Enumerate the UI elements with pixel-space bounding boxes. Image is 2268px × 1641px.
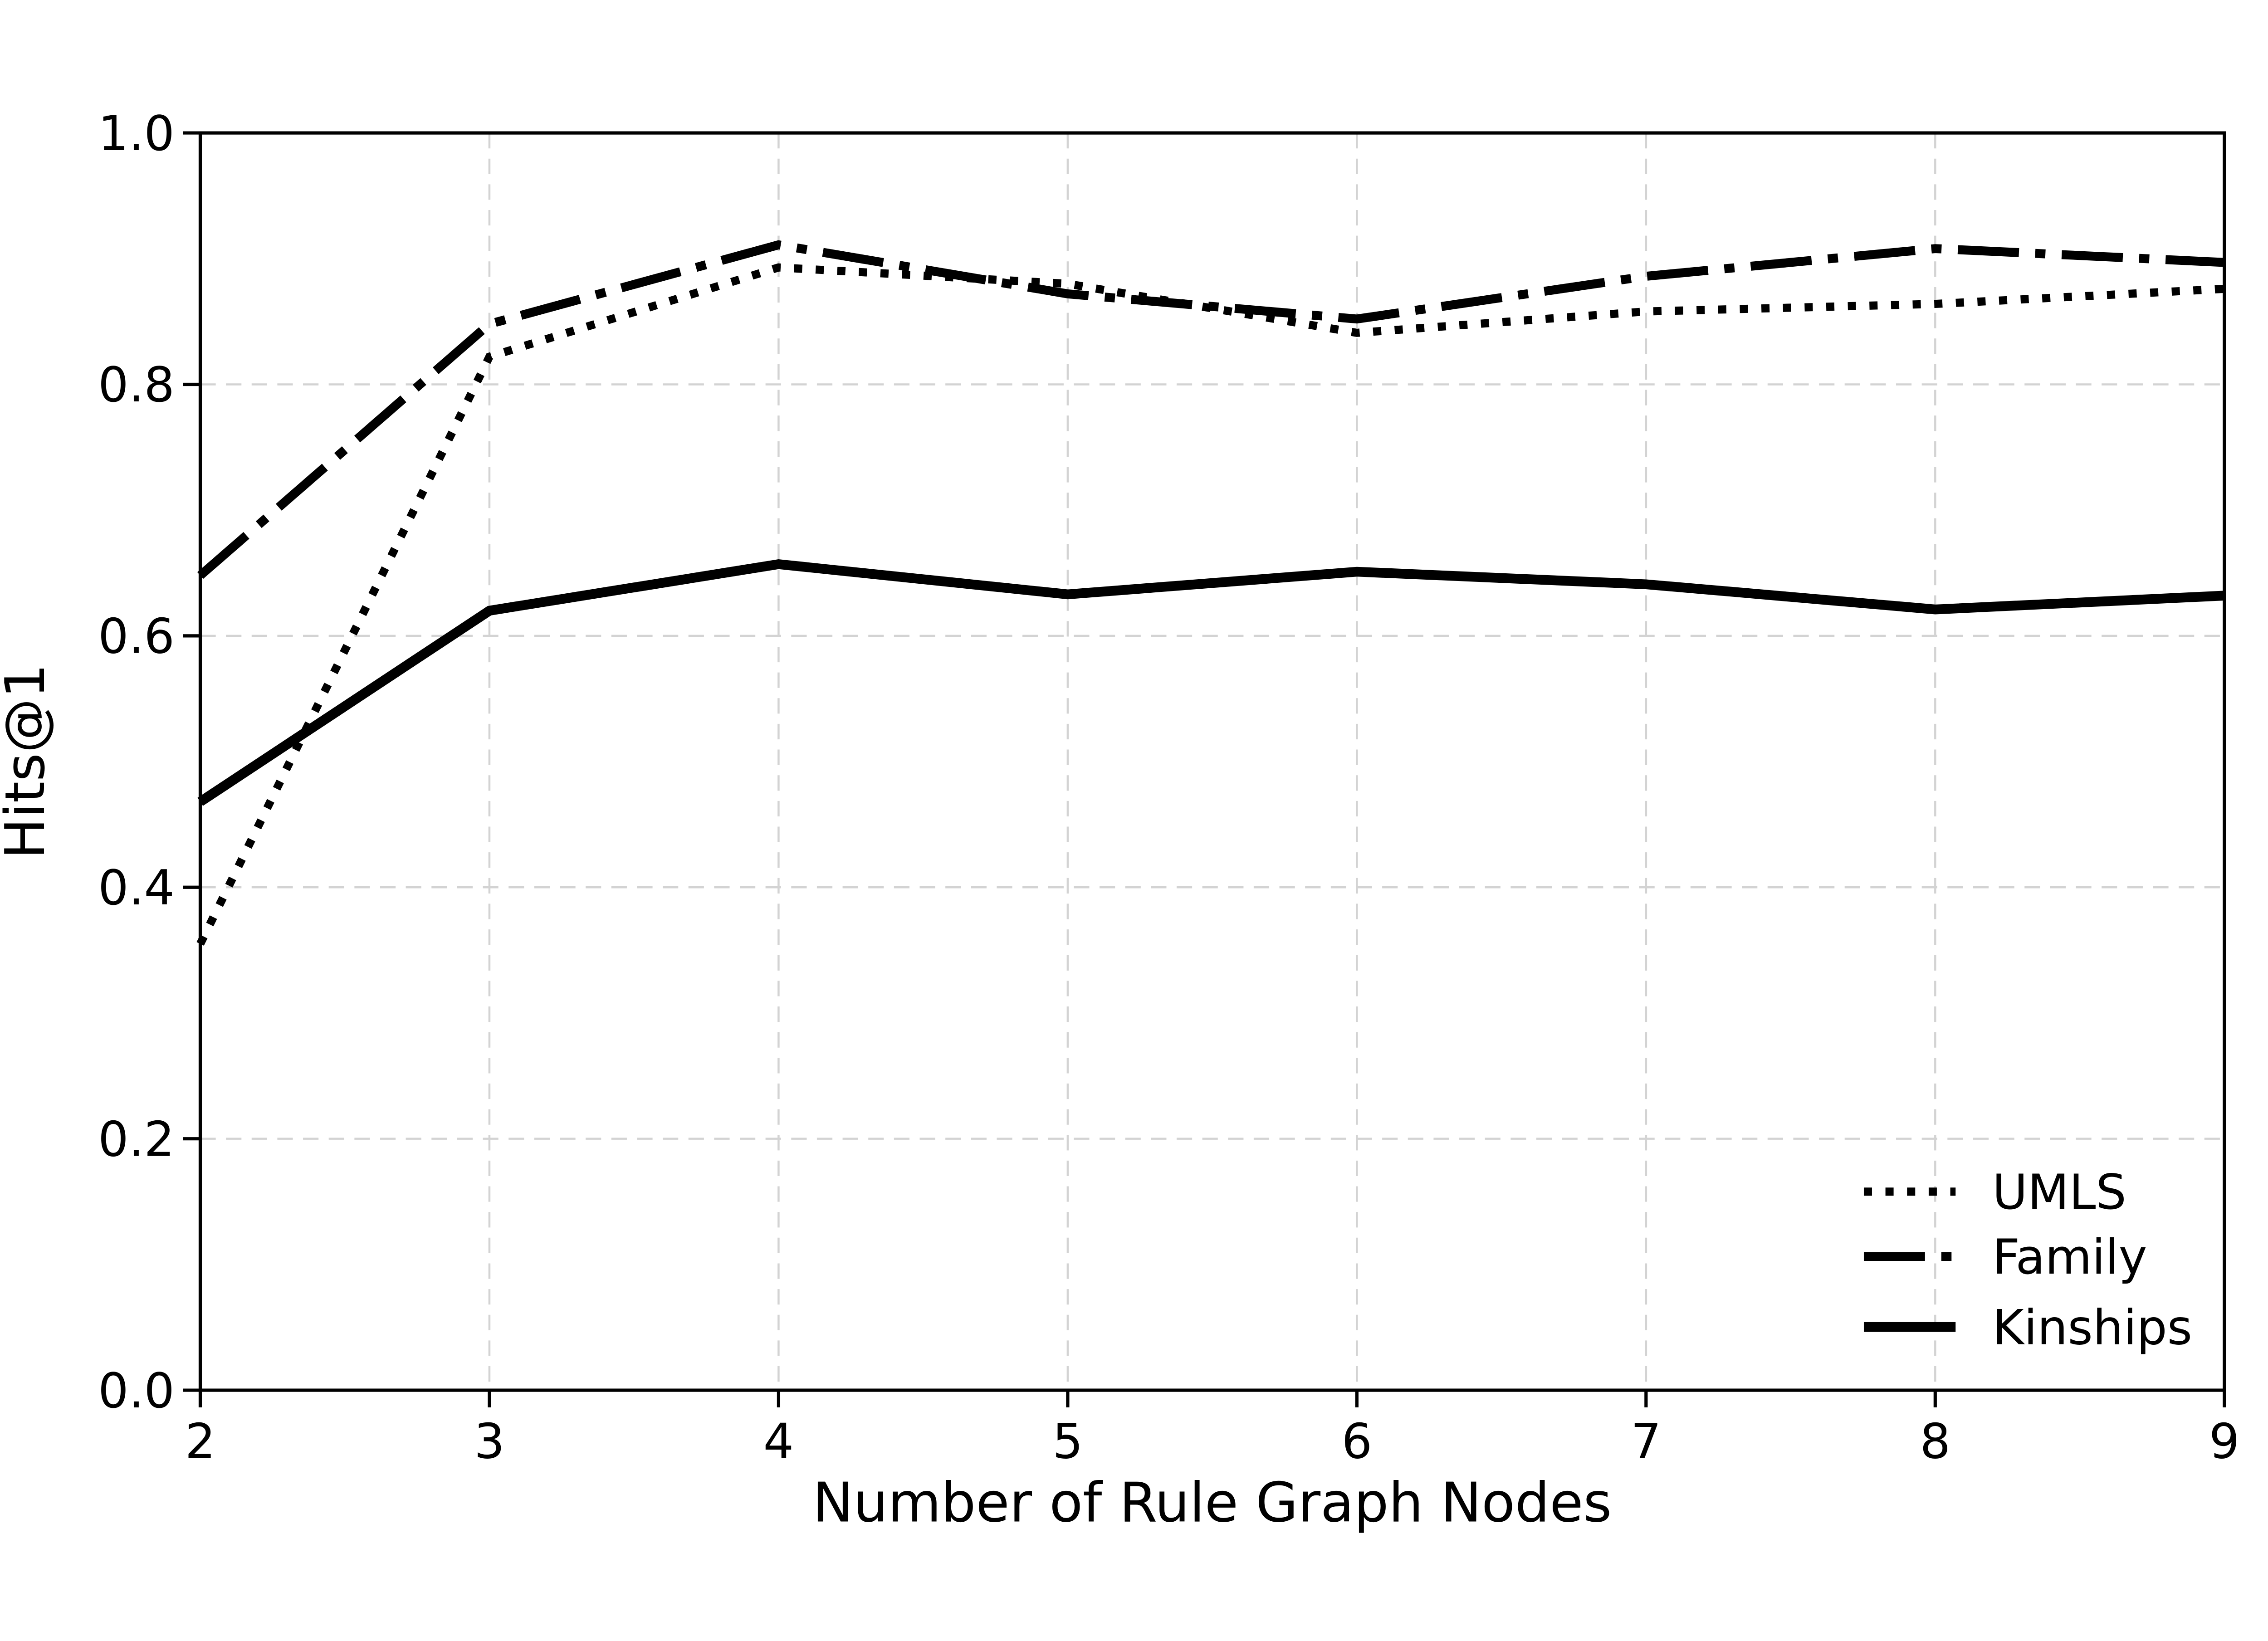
- series-lines: [196, 240, 2225, 946]
- series-line-kinships: [197, 559, 2225, 806]
- legend: UMLS Family Kinships: [1863, 1165, 2192, 1356]
- x-tick-label: 7: [1631, 1414, 1662, 1470]
- y-tick-label: 0.4: [98, 860, 175, 916]
- y-tick-label: 0.2: [98, 1112, 175, 1167]
- x-axis-label: Number of Rule Graph Nodes: [812, 1471, 1612, 1535]
- legend-label: UMLS: [1992, 1165, 2126, 1221]
- axes-spines: [198, 131, 2226, 1392]
- y-tick-labels: 0.0 0.2 0.4 0.6 0.8 1.0: [98, 106, 175, 1419]
- x-tick-label: 3: [474, 1414, 505, 1470]
- legend-label: Kinships: [1992, 1300, 2192, 1356]
- series-line-family: [197, 240, 2225, 579]
- x-tick-labels: 2 3 4 5 6 7 8 9: [185, 1414, 2240, 1470]
- x-tick-label: 4: [763, 1414, 794, 1470]
- y-tick-label: 1.0: [98, 106, 175, 162]
- tick-marks: [183, 131, 2226, 1407]
- y-tick-label: 0.0: [98, 1363, 175, 1419]
- y-tick-label: 0.8: [98, 357, 175, 413]
- x-tick-label: 5: [1052, 1414, 1083, 1470]
- x-tick-label: 2: [185, 1414, 216, 1470]
- y-tick-label: 0.6: [98, 609, 175, 665]
- x-tick-label: 8: [1920, 1414, 1951, 1470]
- x-tick-label: 9: [2209, 1414, 2240, 1470]
- x-tick-label: 6: [1342, 1414, 1373, 1470]
- legend-label: Family: [1992, 1230, 2147, 1285]
- y-axis-label: Hits@1: [0, 664, 57, 859]
- plot-border: [198, 131, 2226, 1392]
